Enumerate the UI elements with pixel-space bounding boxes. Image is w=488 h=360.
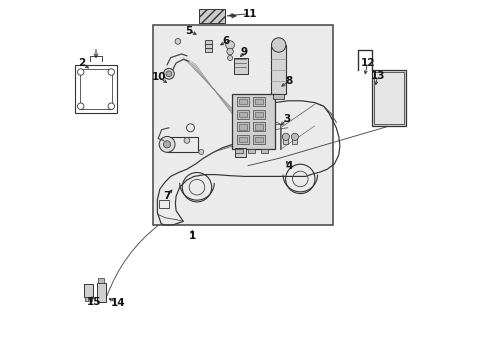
Text: 8: 8 bbox=[285, 76, 292, 86]
Text: 10: 10 bbox=[151, 72, 166, 82]
Bar bbox=[85, 297, 88, 301]
Bar bbox=[204, 48, 212, 52]
Bar bbox=[239, 112, 246, 117]
Circle shape bbox=[226, 48, 233, 55]
Bar bbox=[204, 40, 212, 45]
Bar bbox=[233, 58, 247, 74]
Bar bbox=[253, 122, 264, 131]
Circle shape bbox=[77, 103, 84, 109]
Circle shape bbox=[175, 39, 181, 44]
Text: 14: 14 bbox=[110, 298, 125, 308]
Circle shape bbox=[108, 69, 114, 75]
Bar bbox=[253, 135, 264, 144]
Circle shape bbox=[159, 136, 175, 152]
Text: 3: 3 bbox=[283, 114, 290, 124]
Bar bbox=[283, 137, 288, 144]
Bar bbox=[271, 45, 285, 94]
Circle shape bbox=[108, 103, 114, 109]
Bar bbox=[253, 97, 264, 106]
Bar bbox=[84, 284, 93, 297]
Text: 7: 7 bbox=[163, 191, 170, 201]
Text: 12: 12 bbox=[360, 58, 374, 68]
Circle shape bbox=[163, 141, 170, 148]
Text: 9: 9 bbox=[241, 47, 247, 57]
Bar bbox=[247, 149, 255, 153]
Text: 4: 4 bbox=[285, 161, 293, 171]
Text: 6: 6 bbox=[223, 36, 230, 46]
Text: 1: 1 bbox=[188, 231, 196, 241]
Circle shape bbox=[282, 133, 289, 140]
Bar bbox=[239, 99, 246, 104]
Bar bbox=[371, 70, 406, 126]
Bar bbox=[239, 124, 246, 130]
Bar bbox=[374, 72, 404, 124]
Bar bbox=[255, 99, 263, 104]
Circle shape bbox=[199, 149, 203, 154]
Bar bbox=[237, 135, 248, 144]
Bar bbox=[199, 9, 224, 23]
Circle shape bbox=[166, 71, 171, 77]
Circle shape bbox=[291, 133, 298, 140]
Bar bbox=[253, 110, 264, 119]
Text: 2: 2 bbox=[78, 58, 85, 68]
Bar bbox=[255, 137, 263, 142]
Bar bbox=[98, 278, 104, 283]
Bar bbox=[80, 69, 112, 109]
Circle shape bbox=[271, 38, 285, 52]
Bar bbox=[273, 94, 284, 99]
Bar bbox=[237, 122, 248, 131]
Circle shape bbox=[225, 41, 234, 49]
Bar bbox=[159, 200, 168, 208]
Bar bbox=[152, 25, 332, 225]
Bar bbox=[292, 137, 297, 144]
Circle shape bbox=[227, 55, 232, 60]
Bar bbox=[235, 149, 242, 153]
Bar bbox=[235, 148, 246, 157]
Bar bbox=[167, 137, 197, 152]
Bar bbox=[237, 110, 248, 119]
Bar bbox=[255, 112, 263, 117]
Circle shape bbox=[163, 68, 174, 79]
Circle shape bbox=[183, 138, 189, 143]
Bar bbox=[75, 65, 117, 113]
Text: 13: 13 bbox=[370, 71, 384, 81]
Bar bbox=[260, 149, 267, 153]
Bar bbox=[97, 283, 106, 302]
Text: 11: 11 bbox=[242, 9, 257, 19]
Bar bbox=[89, 297, 92, 301]
Text: 5: 5 bbox=[184, 26, 192, 36]
Bar bbox=[231, 94, 275, 149]
Bar bbox=[205, 44, 211, 48]
Circle shape bbox=[77, 69, 84, 75]
Text: 15: 15 bbox=[86, 297, 101, 307]
Bar bbox=[237, 97, 248, 106]
Bar bbox=[239, 137, 246, 142]
Bar bbox=[255, 124, 263, 130]
